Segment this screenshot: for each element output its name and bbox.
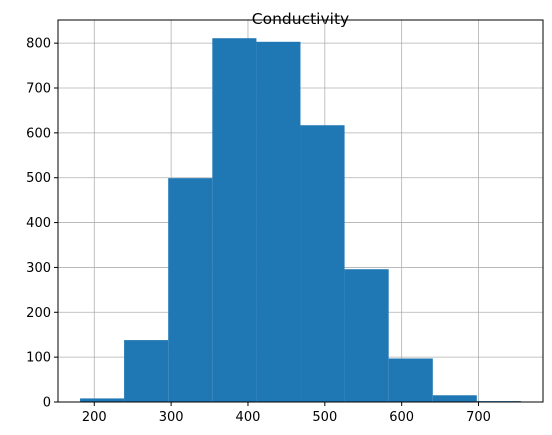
histogram-bar [256,41,301,402]
y-tick-label: 300 [26,261,51,276]
x-tick-label: 400 [236,410,261,425]
y-tick-label: 400 [26,216,51,231]
x-axis: 200 300 400 500 600 700 [82,402,491,425]
plot-frame [57,19,544,403]
y-tick-label: 200 [26,306,51,321]
y-tick-label: 800 [26,37,51,52]
x-tick-label: 600 [389,410,414,425]
histogram-bar [212,38,257,402]
histogram-bar [168,178,213,402]
x-tick-label: 500 [312,410,337,425]
y-tick-label: 100 [26,351,51,366]
y-tick-label: 700 [26,82,51,97]
histogram-bar [432,395,477,402]
histogram-bar [388,358,433,402]
x-tick-label: 700 [466,410,491,425]
histogram-bar [300,125,345,402]
chart-title: Conductivity [252,10,349,28]
histogram-bar [124,340,169,402]
y-tick-label: 0 [43,396,51,411]
histogram-bar [344,269,389,402]
y-tick-label: 500 [26,171,51,186]
histogram-bar [80,398,125,402]
x-tick-label: 200 [82,410,107,425]
y-axis: 0 100 200 300 400 500 600 700 800 [26,37,58,411]
y-tick-label: 600 [26,126,51,141]
bars [80,38,521,402]
x-tick-label: 300 [159,410,184,425]
